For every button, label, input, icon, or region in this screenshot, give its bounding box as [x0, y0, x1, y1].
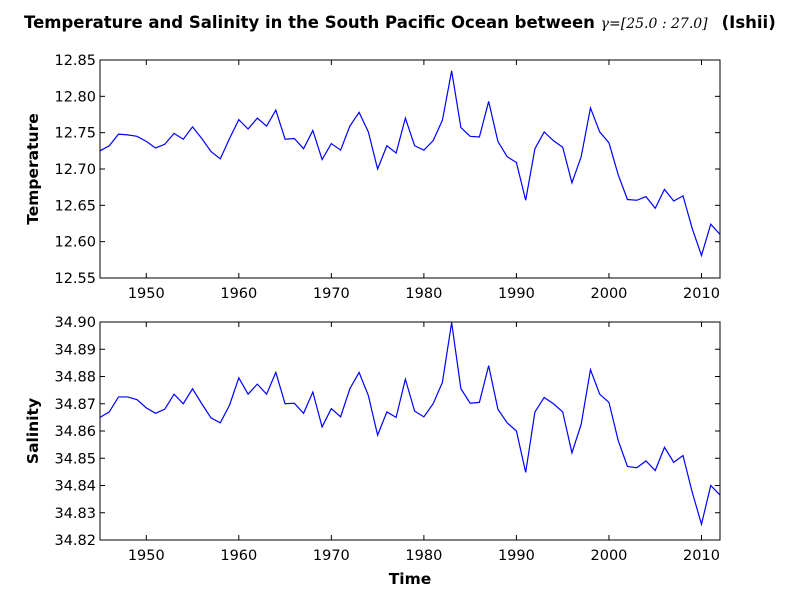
salinity-x-tick-label: 1950: [128, 548, 165, 564]
salinity-x-tick-label: 1960: [220, 548, 257, 564]
salinity-x-tick-label: 1980: [405, 548, 442, 564]
temperature-series-line: [99, 70, 721, 258]
temperature-x-tick-label: 1990: [498, 286, 535, 302]
temperature-y-tick-label: 12.55: [54, 271, 96, 287]
temperature-x-tick-label: 1950: [128, 286, 165, 302]
figure-title: Temperature and Salinity in the South Pa…: [24, 13, 776, 32]
salinity-y-axis-label: Salinity: [24, 398, 42, 464]
temperature-y-tick-label: 12.70: [54, 162, 96, 178]
salinity-y-tick-label: 34.83: [54, 506, 96, 522]
temperature-y-tick-label: 12.75: [54, 126, 96, 142]
figure-title-suffix: (Ishii): [722, 13, 776, 32]
temperature-y-tick-label: 12.60: [54, 235, 96, 251]
temperature-y-tick-label: 12.65: [54, 198, 96, 214]
salinity-y-tick-label: 34.89: [54, 342, 96, 358]
salinity-plot-frame: [99, 321, 721, 541]
salinity-y-tick-label: 34.86: [54, 424, 96, 440]
salinity-x-tick-label: 1990: [498, 548, 535, 564]
salinity-y-tick-label: 34.82: [54, 533, 96, 549]
salinity-panel: 1950 1960 1970 1980 1990 2000 2010 34.82 34.83 34…: [24, 315, 721, 588]
salinity-x-tick-label: 1970: [313, 548, 350, 564]
figure-title-math: γ=[25.0 : 27.0]: [601, 16, 709, 32]
temperature-panel: 1950 1960 1970 1980 1990 2000 2010 12.55 12.60 12…: [24, 53, 721, 302]
temperature-y-tick-label: 12.85: [54, 53, 96, 69]
salinity-x-tick-label: 2010: [683, 548, 720, 564]
temperature-y-axis-label: Temperature: [24, 113, 42, 225]
temperature-x-tick-label: 2010: [683, 286, 720, 302]
salinity-series-line: [99, 322, 721, 527]
temperature-plot-frame: [99, 59, 721, 279]
temperature-x-tick-label: 1960: [220, 286, 257, 302]
salinity-x-tick-label: 2000: [591, 548, 628, 564]
temperature-x-tick-label: 2000: [591, 286, 628, 302]
salinity-x-axis-label: Time: [389, 570, 432, 588]
temperature-y-tick-label: 12.80: [54, 89, 96, 105]
salinity-y-tick-label: 34.88: [54, 370, 96, 386]
salinity-y-tick-label: 34.85: [54, 451, 96, 467]
salinity-y-tick-label: 34.87: [54, 397, 96, 413]
temperature-x-tick-label: 1980: [405, 286, 442, 302]
salinity-y-tick-label: 34.84: [54, 479, 96, 495]
temperature-x-tick-label: 1970: [313, 286, 350, 302]
salinity-y-tick-label: 34.90: [54, 315, 96, 331]
figure-title-prefix: Temperature and Salinity in the South Pa…: [24, 13, 601, 32]
